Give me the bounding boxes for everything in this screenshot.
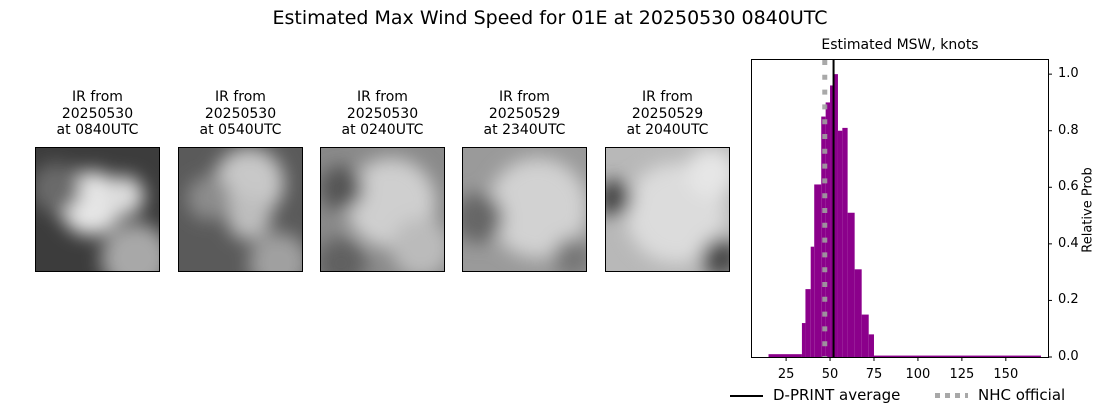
ir-satellite-image [462,147,587,272]
ir-panel: IR from 20250529 at 2340UTC [462,89,587,272]
histogram-bar [842,127,848,357]
histogram-bar [854,269,862,357]
y-tick-label: 0.2 [1058,292,1079,308]
x-tick-label: 50 [821,367,839,382]
legend-item-nhc: NHC official [935,386,1065,404]
histogram-bar [861,314,869,357]
ir-panel-title: IR from 20250530 at 0240UTC [341,89,424,138]
y-tick-label: 0.6 [1058,179,1079,195]
legend-label-nhc: NHC official [978,386,1066,404]
ir-panel: IR from 20250529 at 2040UTC [605,89,730,272]
ir-panel-title: IR from 20250530 at 0840UTC [56,89,139,138]
histogram-title: Estimated MSW, knots [821,37,979,53]
x-tick-label: 100 [905,367,931,382]
ir-satellite-image [320,147,445,272]
ir-satellite-image [178,147,303,272]
y-tick-label: 0.8 [1058,122,1079,138]
x-tick-label: 25 [777,367,795,382]
dotted-line-icon [935,393,968,398]
histogram-bar [810,246,815,357]
ir-panel-title: IR from 20250529 at 2340UTC [483,89,566,138]
solid-line-icon [730,394,763,397]
histogram-bar [847,212,855,357]
histogram-bar [830,85,834,357]
y-tick-label: 0.4 [1058,235,1079,251]
histogram-bar [873,355,1041,357]
ir-satellite-image [35,147,160,272]
histogram-bar [821,116,826,357]
legend-item-dprint: D-PRINT average [730,386,900,404]
ir-panel: IR from 20250530 at 0240UTC [320,89,445,272]
legend-label-dprint: D-PRINT average [773,386,901,404]
ir-panel-title: IR from 20250529 at 2040UTC [626,89,709,138]
x-tick-label: 75 [865,367,883,382]
histogram-bar [801,323,806,357]
x-tick-label: 125 [949,367,975,382]
y-tick-label: 1.0 [1058,66,1079,82]
histogram-axes [751,59,1052,361]
ir-panel: IR from 20250530 at 0540UTC [178,89,303,272]
histogram-bar [805,289,811,357]
figure-title: Estimated Max Wind Speed for 01E at 2025… [272,7,828,29]
y-axis-label: Relative Prob [1080,167,1096,253]
histogram-bar [814,184,822,357]
x-tick-label: 150 [993,367,1019,382]
histogram-bar [868,334,874,357]
ir-panel-title: IR from 20250530 at 0540UTC [199,89,282,138]
ir-panel: IR from 20250530 at 0840UTC [35,89,160,272]
histogram-bar [837,130,843,357]
ir-satellite-image [605,147,730,272]
histogram-bar [833,74,838,358]
histogram-bar [768,354,802,357]
y-tick-label: 0.0 [1058,349,1079,364]
histogram-bar [825,102,831,357]
